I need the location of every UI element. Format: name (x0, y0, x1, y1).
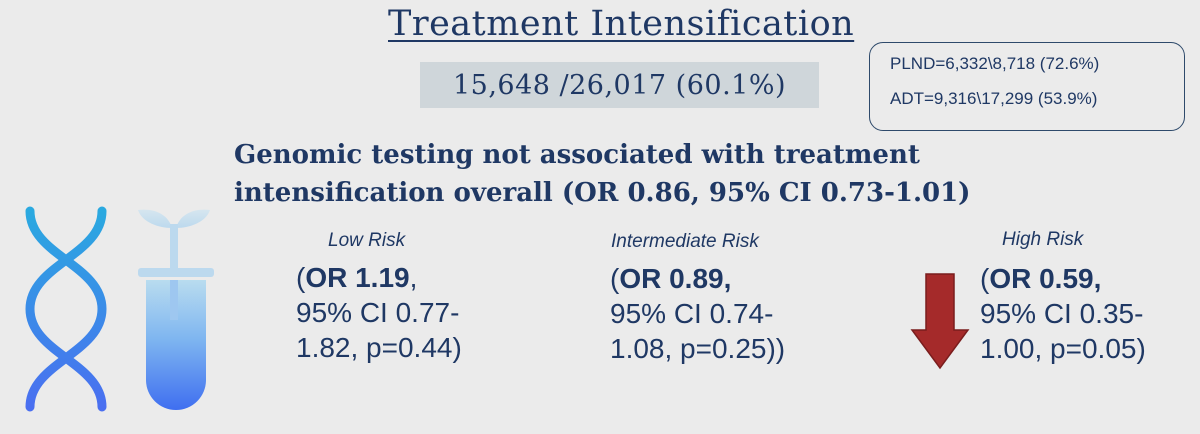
high-risk-p-line: 1.00, p=0.05) (980, 333, 1146, 364)
breakdown-box: PLND=6,332\8,718 (72.6%) ADT=9,316\17,29… (869, 42, 1185, 131)
low-risk-or: OR 1.19 (305, 262, 410, 293)
low-risk-p-line: 1.82, p=0.44) (296, 332, 462, 363)
key-finding-line-2: intensification overall (OR 0.86, 95% CI… (234, 178, 971, 208)
slide-title: Treatment Intensification (388, 4, 855, 44)
intermediate-risk-label: Intermediate Risk (611, 231, 759, 252)
high-risk-paren: ( (980, 263, 990, 294)
high-risk-label: High Risk (1002, 229, 1084, 250)
high-risk-or-line: (OR 0.59, (980, 261, 1146, 296)
low-risk-ci-line: 95% CI 0.77- (296, 297, 460, 328)
intermediate-risk-or-line: (OR 0.89, (610, 261, 785, 296)
low-risk-paren: ( (296, 262, 306, 293)
overall-rate-box: 15,648 /26,017 (60.1%) (420, 62, 819, 108)
low-risk-result: (OR 1.19, 95% CI 0.77- 1.82, p=0.44) (296, 260, 462, 365)
intermediate-risk-paren: ( (610, 263, 620, 294)
down-arrow-icon (910, 273, 970, 370)
intermediate-risk-or: OR 0.89, (619, 263, 732, 294)
low-risk-or-line: (OR 1.19, (296, 260, 462, 295)
test-tube-plant-icon (138, 209, 214, 410)
low-risk-sep: , (409, 262, 418, 293)
key-finding-line-1: Genomic testing not associated with trea… (234, 140, 920, 170)
adt-rate: ADT=9,316\17,299 (53.9%) (890, 89, 1098, 108)
intermediate-risk-p-line: 1.08, p=0.25)) (610, 333, 786, 364)
intermediate-risk-result: (OR 0.89, 95% CI 0.74- 1.08, p=0.25)) (610, 261, 785, 366)
key-finding: Genomic testing not associated with trea… (234, 136, 970, 212)
plnd-rate: PLND=6,332\8,718 (72.6%) (890, 54, 1100, 73)
overall-rate: 15,648 /26,017 (60.1%) (452, 69, 787, 101)
high-risk-or: OR 0.59, (989, 263, 1102, 294)
low-risk-label: Low Risk (328, 230, 406, 251)
intermediate-risk-ci-line: 95% CI 0.74- (610, 298, 774, 329)
dna-icon (25, 206, 107, 412)
high-risk-ci-line: 95% CI 0.35- (980, 298, 1144, 329)
high-risk-result: (OR 0.59, 95% CI 0.35- 1.00, p=0.05) (980, 261, 1146, 366)
